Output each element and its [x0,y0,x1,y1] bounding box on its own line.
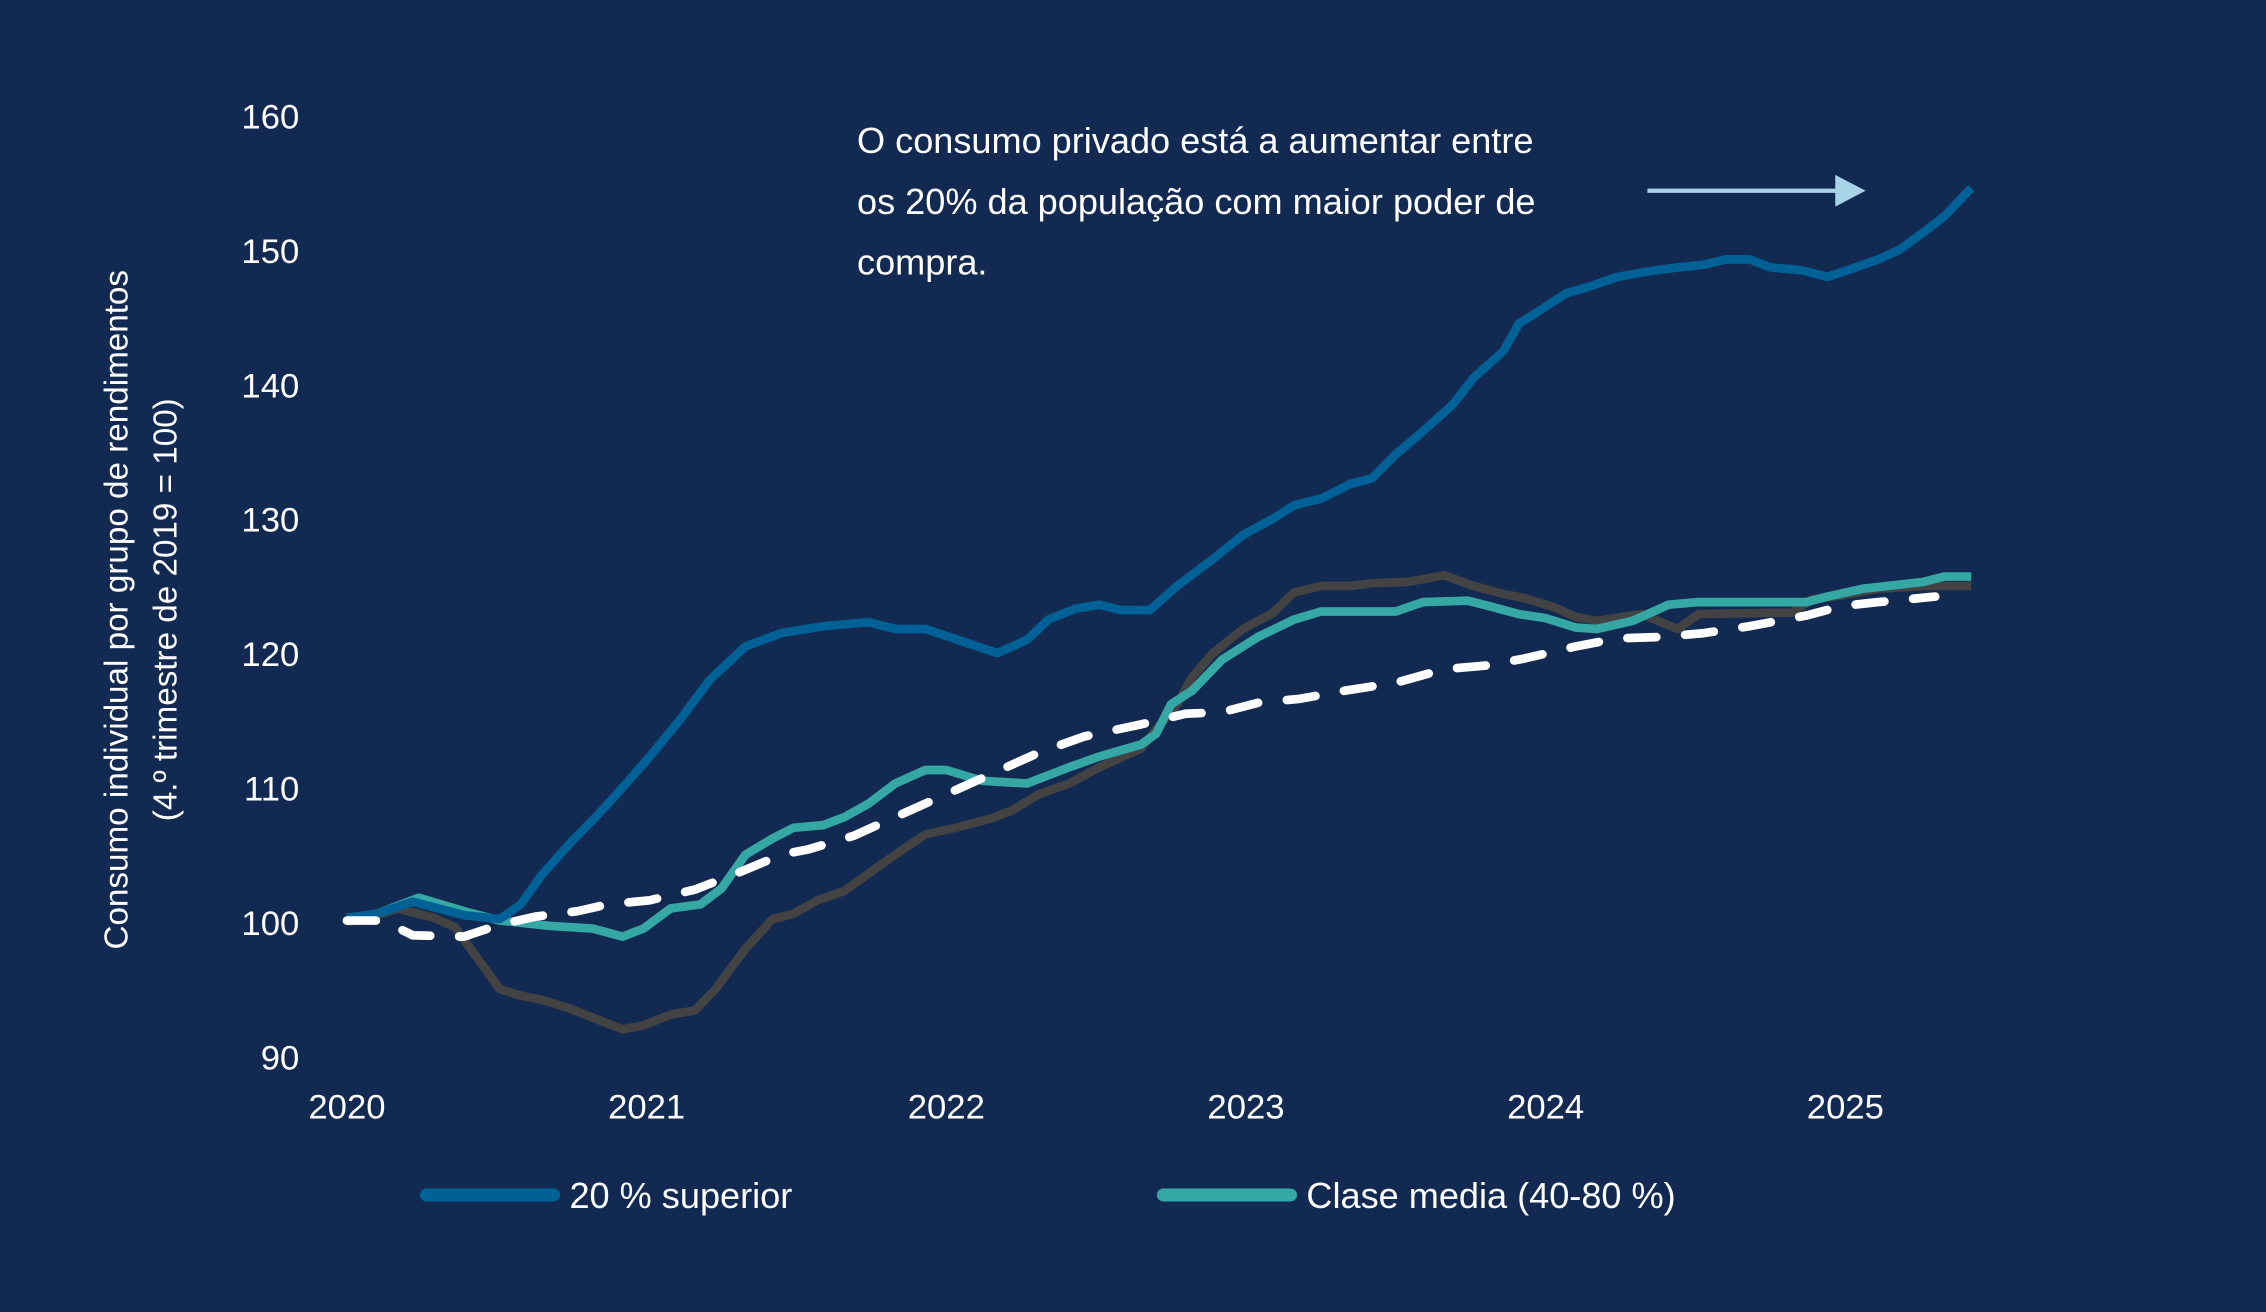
series-line-20-superior [346,185,1975,924]
arrow-head-icon [1835,174,1866,207]
legend: 20 % superior Clase media (40-80 %) [419,1175,1676,1216]
y-tick-label: 150 [241,233,299,271]
annotation: O consumo privado está a aumentar entre … [857,120,1866,283]
x-axis-ticks: 2020 2021 2022 2023 2024 2025 [308,1088,1884,1126]
y-tick-label: 110 [244,770,299,808]
x-tick-label: 2024 [1507,1088,1584,1126]
x-tick-label: 2023 [1207,1088,1284,1126]
x-tick-label: 2025 [1807,1088,1884,1126]
legend-label: 20 % superior [569,1175,792,1216]
y-tick-label: 140 [241,367,299,405]
x-tick-label: 2021 [608,1088,685,1126]
series-lines [342,185,1975,1034]
y-tick-label: 160 [241,99,299,137]
series-line-3 [342,592,1940,941]
series-line-clase-media-40-80- [346,572,1972,941]
y-axis-title-line2: (4.º trimestre de 2019 = 100) [147,398,184,821]
annotation-line-1: O consumo privado está a aumentar entre [857,120,1533,161]
x-tick-label: 2020 [308,1088,385,1126]
y-tick-label: 130 [241,502,299,540]
legend-label: Clase media (40-80 %) [1306,1175,1675,1216]
annotation-line-3: compra. [857,242,987,283]
y-tick-label: 90 [261,1039,300,1077]
y-axis-title: Consumo individual por grupo de rendimen… [98,270,184,950]
y-axis-title-line1: Consumo individual por grupo de rendimen… [98,270,135,950]
y-tick-label: 100 [241,905,299,943]
series-line-2 [346,570,1972,1034]
x-tick-label: 2022 [908,1088,985,1126]
annotation-line-2: os 20% da população com maior poder de [857,181,1535,222]
y-tick-label: 120 [241,636,299,674]
y-axis-ticks: 90 100 110 120 130 140 150 160 [241,99,299,1078]
